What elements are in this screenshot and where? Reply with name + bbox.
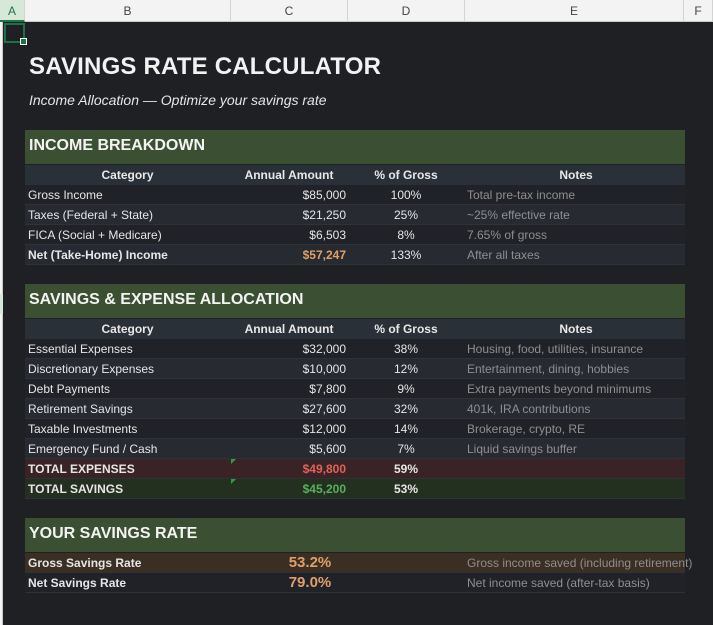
- page-subtitle: Income Allocation — Optimize your saving…: [29, 92, 327, 108]
- cell-amount: $21,250: [302, 208, 346, 222]
- cell-amount: $49,800: [302, 462, 346, 476]
- cell-amount: $57,247: [302, 248, 346, 262]
- table-row[interactable]: Emergency Fund / Cash $5,600 7% Liquid s…: [25, 439, 685, 459]
- allocation-table-header: Category Annual Amount % of Gross Notes: [25, 319, 685, 339]
- table-row[interactable]: Debt Payments $7,800 9% Extra payments b…: [25, 379, 685, 399]
- cell-note: 401k, IRA contributions: [467, 402, 591, 416]
- income-table-header: Category Annual Amount % of Gross Notes: [25, 165, 685, 185]
- cell-note: 7.65% of gross: [467, 228, 548, 242]
- cell-amount: $45,200: [302, 482, 346, 496]
- cell-pct: 7%: [397, 442, 415, 456]
- cell-category: Essential Expenses: [28, 342, 133, 356]
- column-header-c[interactable]: C: [231, 0, 348, 22]
- cell-note: Entertainment, dining, hobbies: [467, 362, 630, 376]
- cell-label: Gross Savings Rate: [28, 556, 142, 570]
- section-heading: SAVINGS & EXPENSE ALLOCATION: [29, 291, 304, 308]
- cell-note: Brokerage, crypto, RE: [467, 422, 586, 436]
- cell-category: Discretionary Expenses: [28, 362, 155, 376]
- cell-note: Gross income saved (including retirement…: [467, 556, 693, 570]
- cell-category: Taxable Investments: [28, 422, 138, 436]
- total-savings-row[interactable]: TOTAL SAVINGS $45,200 53%: [25, 479, 685, 499]
- active-cell-selector[interactable]: [4, 23, 27, 45]
- cell-amount: $32,000: [302, 342, 346, 356]
- cell-amount: $10,000: [302, 362, 346, 376]
- section-heading: YOUR SAVINGS RATE: [29, 525, 198, 542]
- gross-savings-rate-row[interactable]: Gross Savings Rate 53.2% Gross income sa…: [25, 553, 692, 573]
- header-annual-amount: Annual Amount: [244, 322, 334, 336]
- cell-pct: 133%: [390, 248, 422, 262]
- cell-category: Taxes (Federal + State): [28, 208, 154, 222]
- section-savings-rate: YOUR SAVINGS RATE: [25, 518, 685, 552]
- header-notes: Notes: [559, 322, 593, 336]
- header-category: Category: [101, 322, 154, 336]
- cell-pct: 53%: [393, 482, 419, 496]
- cell-category: Emergency Fund / Cash: [28, 442, 158, 456]
- cell-pct: 38%: [393, 342, 419, 356]
- cell-category: Gross Income: [28, 188, 103, 202]
- column-header-d[interactable]: D: [348, 0, 465, 22]
- cell-pct: 25%: [393, 208, 419, 222]
- section-allocation: SAVINGS & EXPENSE ALLOCATION: [25, 284, 685, 318]
- header-pct-gross: % of Gross: [374, 168, 438, 182]
- cell-pct: 12%: [393, 362, 419, 376]
- row-highlight: [0, 294, 3, 314]
- cell-amount: $6,503: [309, 228, 346, 242]
- cell-category: TOTAL SAVINGS: [28, 482, 124, 496]
- header-notes: Notes: [559, 168, 593, 182]
- section-income-breakdown: INCOME BREAKDOWN: [25, 130, 685, 164]
- cell-note: ~25% effective rate: [467, 208, 570, 222]
- formula-indicator-icon: [231, 479, 236, 484]
- table-row[interactable]: Taxable Investments $12,000 14% Brokerag…: [25, 419, 685, 439]
- cell-note: Net income saved (after-tax basis): [467, 576, 650, 590]
- table-row[interactable]: Taxes (Federal + State) $21,250 25% ~25%…: [25, 205, 685, 225]
- total-expenses-row[interactable]: TOTAL EXPENSES $49,800 59%: [25, 459, 685, 479]
- cell-pct: 8%: [397, 228, 415, 242]
- table-row[interactable]: Gross Income $85,000 100% Total pre-tax …: [25, 185, 685, 205]
- page-title: SAVINGS RATE CALCULATOR: [29, 53, 382, 80]
- column-header-f[interactable]: F: [684, 0, 713, 22]
- cell-note: Housing, food, utilities, insurance: [467, 342, 644, 356]
- column-header-e[interactable]: E: [465, 0, 684, 22]
- cell-label: Net Savings Rate: [28, 576, 127, 590]
- cell-pct: 32%: [393, 402, 419, 416]
- cell-pct: 100%: [390, 188, 422, 202]
- cell-amount: $85,000: [302, 188, 346, 202]
- cell-amount: $27,600: [302, 402, 346, 416]
- cell-amount: $5,600: [309, 442, 346, 456]
- cell-category: Debt Payments: [28, 382, 111, 396]
- header-category: Category: [101, 168, 154, 182]
- cell-rate-value: 53.2%: [288, 554, 332, 571]
- cell-category: FICA (Social + Medicare): [28, 228, 162, 242]
- table-row[interactable]: Retirement Savings $27,600 32% 401k, IRA…: [25, 399, 685, 419]
- cell-category: TOTAL EXPENSES: [28, 462, 135, 476]
- cell-pct: 14%: [393, 422, 419, 436]
- cell-pct: 59%: [393, 462, 419, 476]
- cell-rate-value: 79.0%: [288, 574, 332, 591]
- table-row[interactable]: Net (Take-Home) Income $57,247 133% Afte…: [25, 245, 685, 265]
- cell-note: Total pre-tax income: [467, 188, 576, 202]
- cell-amount: $12,000: [302, 422, 346, 436]
- column-header-b[interactable]: B: [25, 0, 231, 22]
- row-header-strip[interactable]: [0, 22, 3, 625]
- cell-pct: 9%: [397, 382, 415, 396]
- table-row[interactable]: Discretionary Expenses $10,000 12% Enter…: [25, 359, 685, 379]
- section-heading: INCOME BREAKDOWN: [29, 137, 205, 154]
- table-row[interactable]: FICA (Social + Medicare) $6,503 8% 7.65%…: [25, 225, 685, 245]
- table-row[interactable]: Essential Expenses $32,000 38% Housing, …: [25, 339, 685, 359]
- cell-category: Net (Take-Home) Income: [28, 248, 168, 262]
- cell-note: Liquid savings buffer: [467, 442, 577, 456]
- formula-indicator-icon: [231, 459, 236, 464]
- cell-category: Retirement Savings: [28, 402, 133, 416]
- cell-note: Extra payments beyond minimums: [467, 382, 652, 396]
- header-annual-amount: Annual Amount: [244, 168, 334, 182]
- header-pct-gross: % of Gross: [374, 322, 438, 336]
- column-header-bar: A B C D E F: [0, 0, 713, 22]
- column-header-a[interactable]: A: [0, 0, 25, 22]
- cell-amount: $7,800: [309, 382, 346, 396]
- cell-note: After all taxes: [467, 248, 540, 262]
- net-savings-rate-row[interactable]: Net Savings Rate 79.0% Net income saved …: [25, 573, 685, 593]
